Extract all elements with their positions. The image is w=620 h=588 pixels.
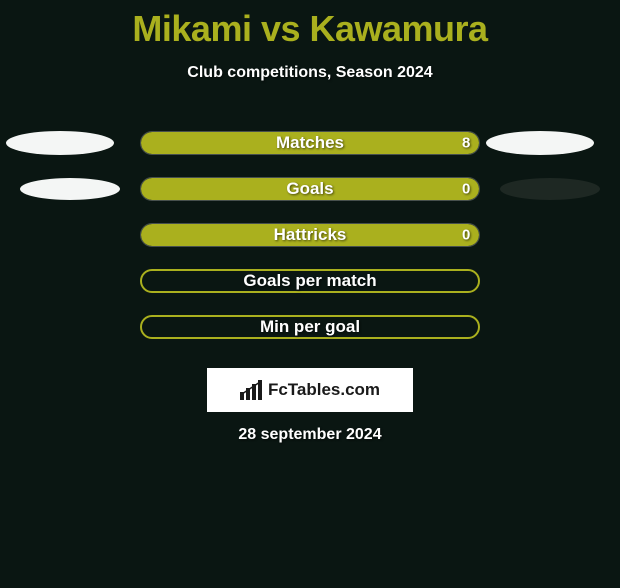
stat-bar-fill (141, 132, 479, 154)
stat-bar (140, 177, 480, 201)
stat-bar (140, 223, 480, 247)
stat-row: Goals per match (0, 258, 620, 304)
stat-row: Min per goal (0, 304, 620, 350)
player-right-ellipse (500, 178, 600, 200)
stat-bar (140, 315, 480, 339)
stat-bar (140, 269, 480, 293)
stat-row: Goals0 (0, 166, 620, 212)
footer-date: 28 september 2024 (0, 426, 620, 444)
stat-bar-fill (141, 224, 479, 246)
subtitle: Club competitions, Season 2024 (0, 64, 620, 82)
player-left-ellipse (20, 178, 120, 200)
stat-row: Hattricks0 (0, 212, 620, 258)
stat-bar-fill (141, 178, 479, 200)
player-left-ellipse (6, 131, 114, 155)
comparison-chart: Matches8Goals0Hattricks0Goals per matchM… (0, 120, 620, 350)
fctables-chart-icon (240, 380, 264, 400)
page-title: Mikami vs Kawamura (0, 8, 620, 50)
player-right-ellipse (486, 131, 594, 155)
stat-bar (140, 131, 480, 155)
stat-row: Matches8 (0, 120, 620, 166)
logo-box: FcTables.com (207, 368, 413, 412)
logo-text: FcTables.com (268, 380, 380, 400)
